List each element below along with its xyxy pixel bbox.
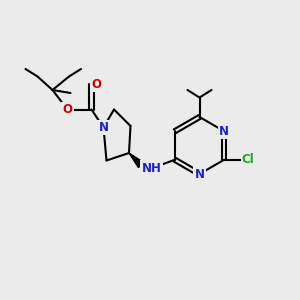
Text: N: N	[219, 125, 229, 138]
Text: O: O	[91, 77, 101, 91]
Polygon shape	[129, 153, 143, 167]
Text: Cl: Cl	[242, 153, 255, 166]
Text: NH: NH	[142, 161, 161, 175]
Text: O: O	[62, 103, 73, 116]
Text: N: N	[194, 167, 205, 181]
Text: N: N	[98, 121, 109, 134]
